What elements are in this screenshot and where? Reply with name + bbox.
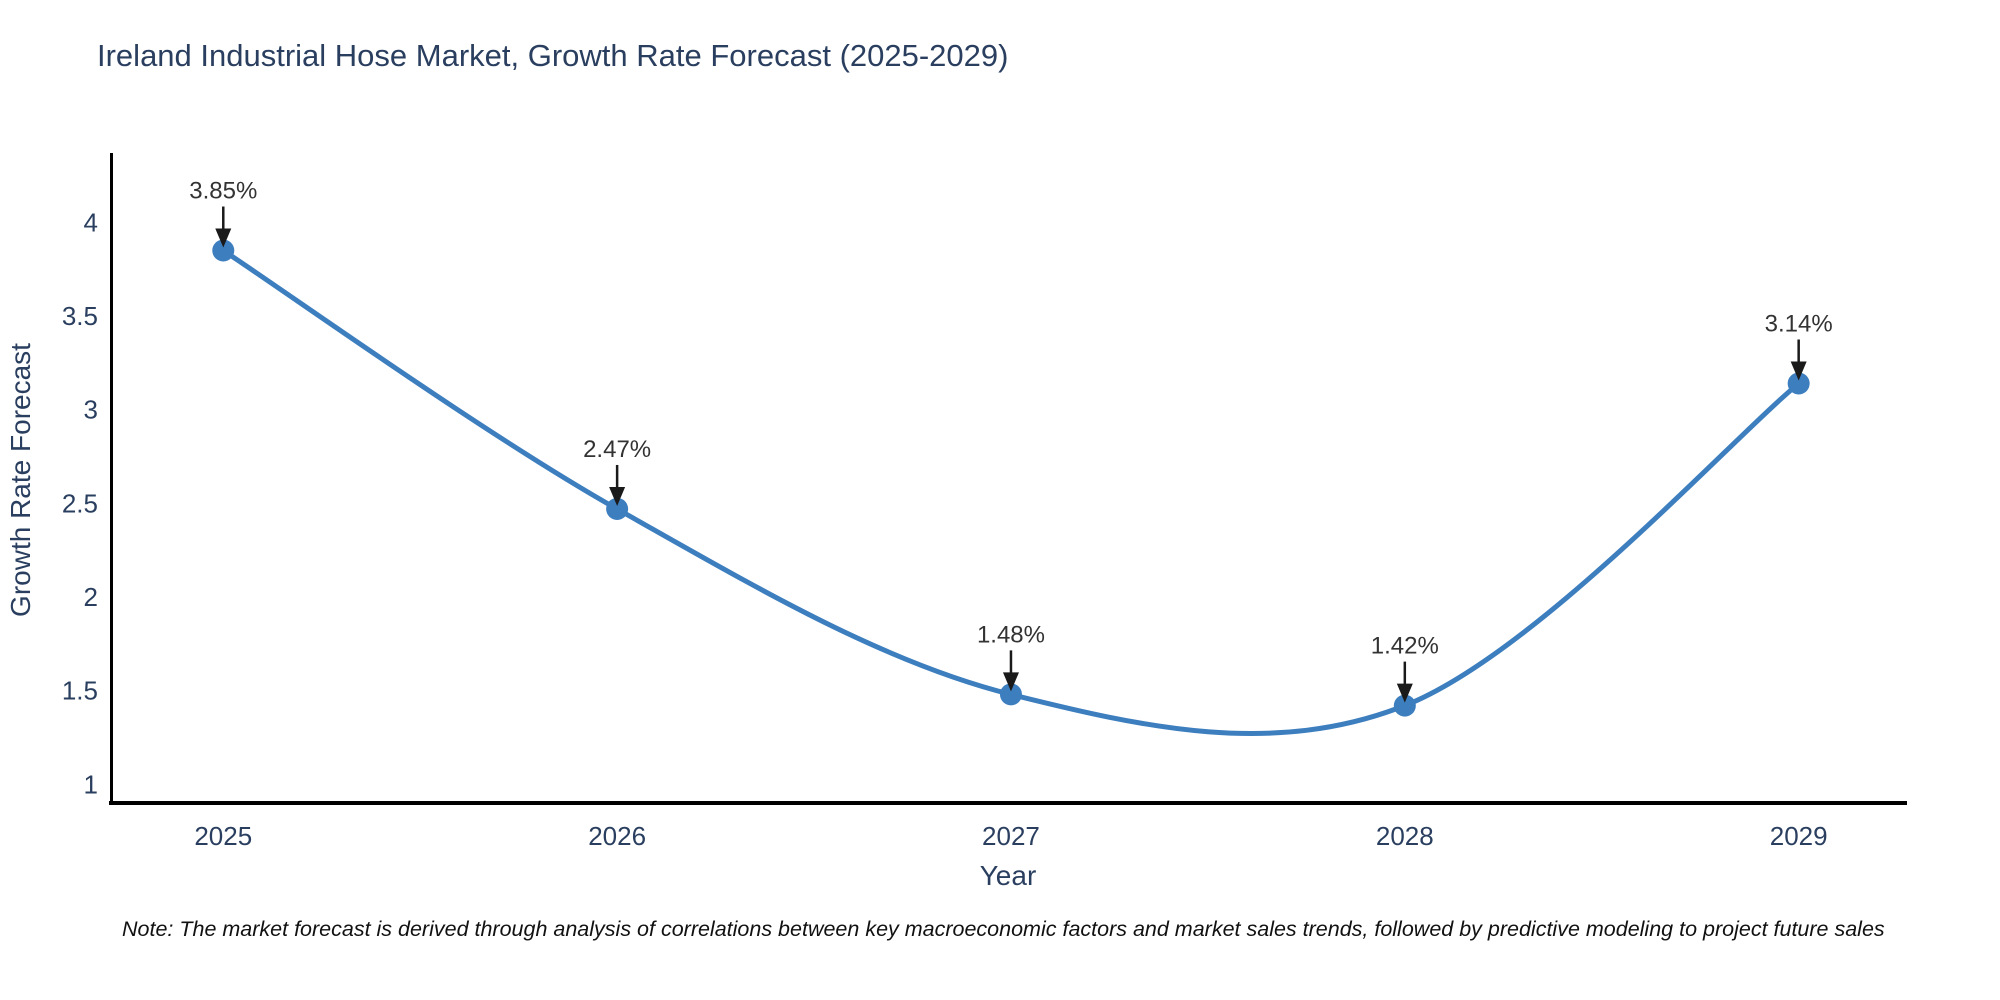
y-axis-title: Growth Rate Forecast <box>5 343 36 617</box>
data-point-marker <box>1787 372 1810 395</box>
annotation-label: 3.85% <box>189 178 257 205</box>
data-point-marker <box>606 497 629 520</box>
x-tick-label: 2026 <box>588 821 646 851</box>
annotation-arrowhead <box>609 486 626 506</box>
x-tick-label: 2025 <box>194 821 252 851</box>
annotation-label: 1.48% <box>977 621 1045 648</box>
footnote: Note: The market forecast is derived thr… <box>122 917 1885 941</box>
y-tick-label: 2 <box>84 582 98 612</box>
annotation-label: 3.14% <box>1765 310 1833 337</box>
annotation-label: 2.47% <box>583 436 651 463</box>
annotation-arrowhead <box>1396 683 1413 703</box>
x-tick-label: 2028 <box>1376 821 1434 851</box>
y-tick-label: 3 <box>84 395 98 425</box>
annotation-layer: 3.85% 2.47% 1.48% 1.42% 3.14% <box>189 178 1833 703</box>
x-axis-title: Year <box>980 860 1037 891</box>
data-point-marker <box>212 239 235 262</box>
axes-layer: 1 1.5 2 2.5 3 3.5 4 2025 2026 2027 2028 2029 <box>62 153 1907 851</box>
series-layer <box>212 239 1810 736</box>
x-tick-label: 2029 <box>1770 821 1828 851</box>
y-tick-label: 2.5 <box>62 488 98 518</box>
data-point-marker <box>1393 694 1416 717</box>
y-tick-label: 4 <box>84 207 98 237</box>
y-tick-label: 1 <box>84 769 98 799</box>
x-tick-label: 2027 <box>982 821 1040 851</box>
chart-title: Ireland Industrial Hose Market, Growth R… <box>97 38 1009 73</box>
annotation-arrowhead <box>1002 672 1019 692</box>
data-point-marker <box>999 683 1022 706</box>
annotation-arrowhead <box>1790 361 1807 381</box>
annotation-label: 1.42% <box>1371 633 1439 660</box>
y-tick-label: 1.5 <box>62 676 98 706</box>
annotation-arrowhead <box>215 228 232 248</box>
y-tick-label: 3.5 <box>62 301 98 331</box>
